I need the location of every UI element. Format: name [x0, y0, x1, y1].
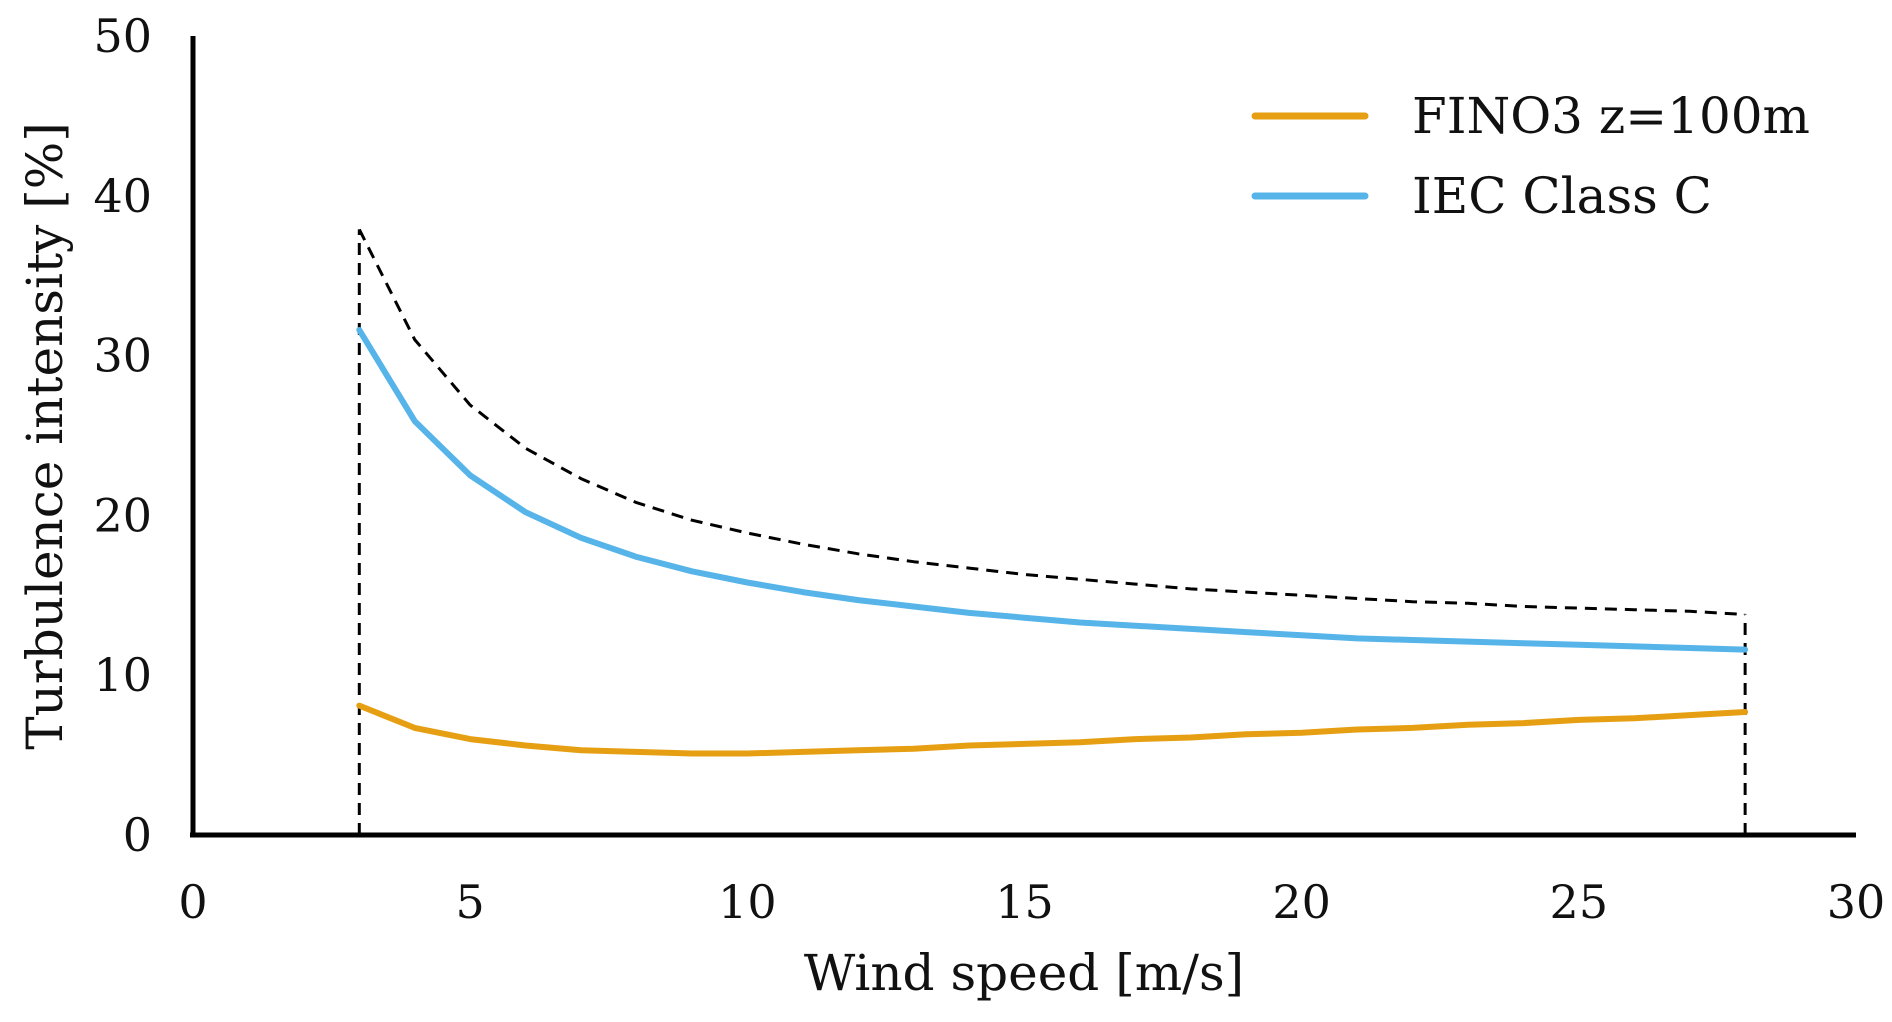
x-tick-label: 0 — [178, 875, 207, 929]
legend: FINO3 z=100m IEC Class C — [1251, 87, 1810, 225]
series-line-1 — [356, 327, 1749, 653]
y-axis-title: Turbulence intensity [%] — [16, 122, 74, 749]
legend-label: FINO3 z=100m — [1412, 87, 1810, 145]
x-tick-label: 30 — [1827, 875, 1886, 929]
x-tick-label: 5 — [456, 875, 485, 929]
series-line-0 — [356, 702, 1749, 757]
x-tick-label: 20 — [1272, 875, 1331, 929]
y-tick-label: 0 — [123, 808, 152, 862]
y-tick-label: 50 — [93, 9, 152, 63]
y-tick-label: 40 — [93, 169, 152, 223]
legend-label: IEC Class C — [1412, 167, 1712, 225]
x-tick-label: 25 — [1550, 875, 1609, 929]
y-tick-labels: 0 10 20 30 40 50 — [93, 9, 152, 862]
y-tick-label: 30 — [93, 329, 152, 383]
x-tick-label: 10 — [718, 875, 777, 929]
envelope-dashed-line — [357, 228, 1746, 616]
y-tick-label: 20 — [93, 488, 152, 542]
x-axis-title: Wind speed [m/s] — [804, 944, 1244, 1002]
axes-layer — [190, 36, 1856, 838]
y-tick-label: 10 — [93, 648, 152, 702]
series-layer — [356, 228, 1749, 757]
x-tick-labels: 0 5 10 15 20 25 30 — [178, 875, 1885, 929]
x-tick-label: 15 — [995, 875, 1054, 929]
